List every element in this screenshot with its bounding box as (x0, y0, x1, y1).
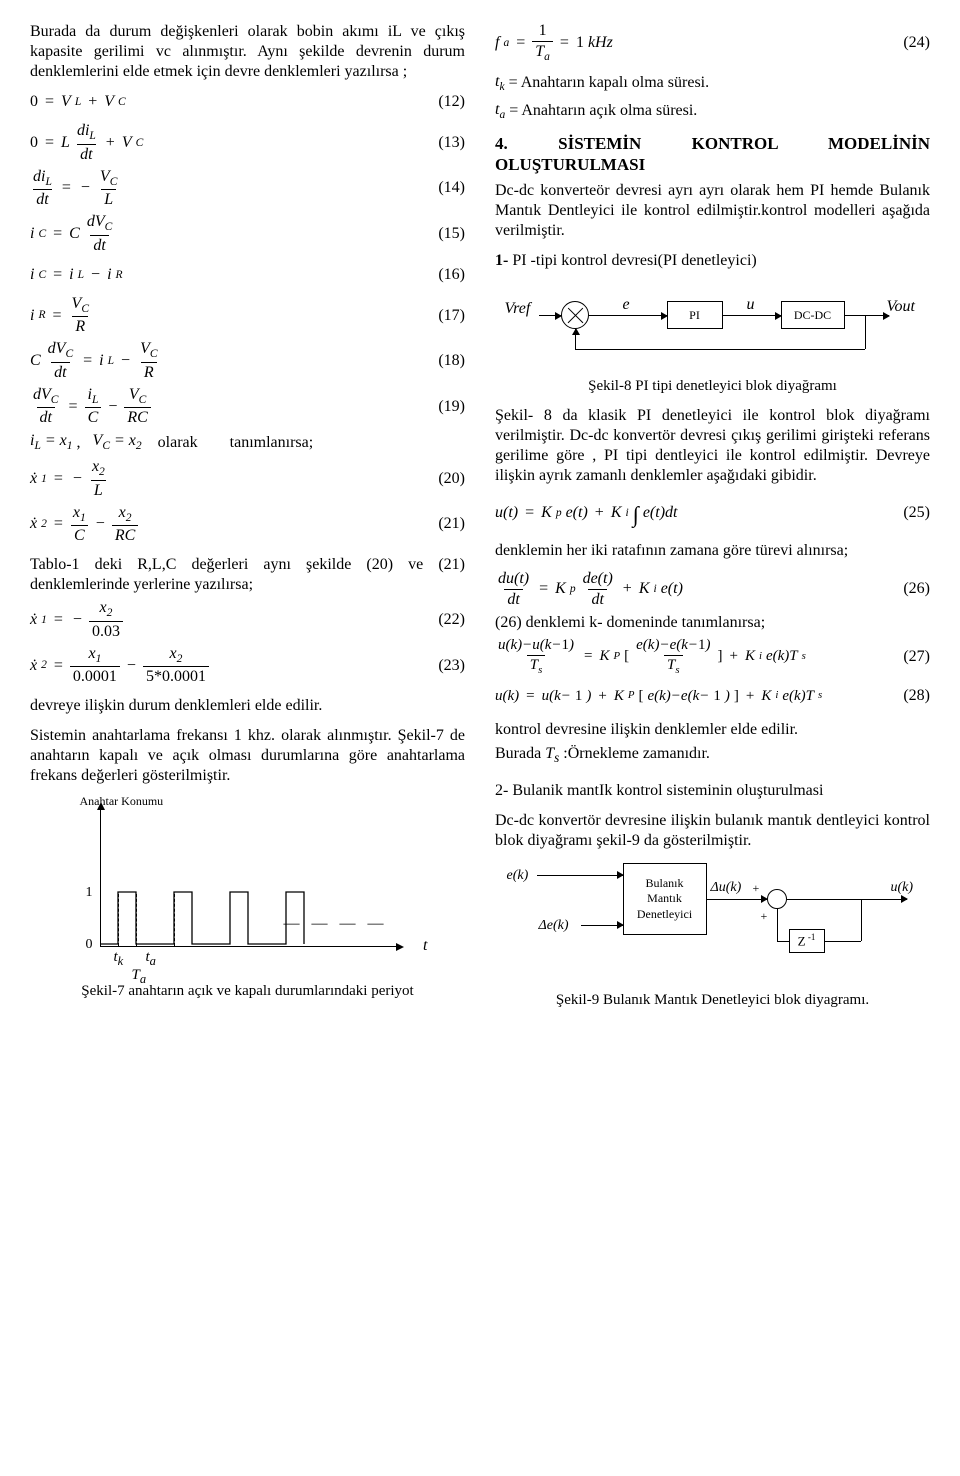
tk-desc: tk = Anahtarın kapalı olma süresi. (495, 72, 930, 95)
eq-23: ẋ2= x10.0001 − x25*0.0001 (23) (30, 644, 465, 688)
fuzzy-header: 2- Bulanik mantIk kontrol sisteminin olu… (495, 781, 930, 801)
eqnum-19: (19) (438, 397, 465, 417)
define-vars: iL = x1, VC = x2 olarak tanımlanırsa; (30, 431, 465, 454)
eqnum-24: (24) (903, 33, 930, 53)
dcdc-block: DC-DC (781, 301, 845, 329)
eq-21: ẋ2= x1C − x2RC (21) (30, 503, 465, 547)
eq-18: CdVCdt =iL− VCR (18) (30, 339, 465, 383)
eqnum-13: (13) (438, 133, 465, 153)
vout-label: Vout (887, 297, 915, 317)
ek-label: e(k) (507, 867, 529, 885)
eq-15: iC=C dVCdt (15) (30, 212, 465, 256)
eq-16: iC=iL−iR (16) (30, 258, 465, 292)
tick-1: 1 (86, 884, 93, 902)
eqnum-23: (23) (438, 656, 465, 676)
eqnum-21: (21) (438, 514, 465, 534)
left-column: Burada da durum değişkenleri olarak bobi… (30, 20, 465, 1456)
para-5: kontrol devresine ilişkin denklemler eld… (495, 720, 930, 740)
vref-arrow (539, 315, 561, 316)
vout-arrow (845, 315, 889, 316)
eq-12: 0=VL+VC (12) (30, 85, 465, 119)
ek-arrow (537, 875, 623, 876)
eqnum-28: (28) (903, 686, 930, 706)
pi-block: PI (667, 301, 723, 329)
tablo-paragraph: Tablo-1 deki R,L,C değerleri aynı şekild… (30, 555, 465, 595)
timing-dashes: — — — — (284, 914, 388, 934)
eqnum-12: (12) (438, 92, 465, 112)
dash-tk-left (118, 894, 119, 946)
Ta-label: Ta (132, 966, 147, 988)
section-heading: 4. SİSTEMİN KONTROL MODELİNİN OLUŞTURULM… (495, 133, 930, 176)
fig8-caption: Şekil-8 PI tipi denetleyici blok diyağra… (495, 377, 930, 396)
eq-13: 0=L diLdt +VC (13) (30, 121, 465, 165)
sum-circle (561, 301, 589, 329)
para-6: Burada Ts :Örnekleme zamanıdır. (495, 744, 930, 767)
dek-label: Δe(k) (539, 917, 569, 935)
eqnum-16: (16) (438, 265, 465, 285)
fuzzy-diagram: e(k) Δe(k) BulanıkMantıkDenetleyici Δu(k… (503, 861, 923, 981)
fig9-caption: Şekil-9 Bulanık Mantık Denetleyici blok … (495, 991, 930, 1010)
para-2: Şekil- 8 da klasik PI denetleyici ile ko… (495, 406, 930, 486)
fuzzy-block: BulanıkMantıkDenetleyici (623, 863, 707, 935)
plus2: + (761, 909, 768, 924)
eq-26: du(t)dt =Kp de(t)dt +Kie(t) (26) (495, 569, 930, 610)
feedback-arrow (575, 329, 576, 349)
dash-ta (174, 894, 175, 946)
eq-22: ẋ1=− x20.03 (22) (30, 598, 465, 642)
pi-text: PI (689, 308, 700, 323)
t-label: t (423, 936, 427, 956)
sum-node (767, 889, 787, 909)
u-arrow (723, 315, 781, 316)
fig7-caption: Şekil-7 anahtarın açık ve kapalı durumla… (30, 982, 465, 1001)
eq-27: u(k)−u(k−1)Ts =KP[ e(k)−e(k−1)Ts ]+Kie(k… (495, 636, 930, 677)
intro-paragraph: Burada da durum değişkenleri olarak bobi… (30, 22, 465, 82)
ta-label: ta (146, 948, 156, 970)
duk-arrow (707, 899, 767, 900)
para6-a: Burada (495, 745, 545, 762)
para6-b: :Örnekleme zamanıdır. (563, 745, 710, 762)
right-column: fa= 1Ta =1kHz (24) tk = Anahtarın kapalı… (495, 20, 930, 1456)
eq-24: fa= 1Ta =1kHz (24) (495, 21, 930, 65)
eqnum-15: (15) (438, 224, 465, 244)
ta-desc: ta = Anahtarın açık olma süresi. (495, 100, 930, 123)
para-4: (26) denklemi k- domeninde tanımlanırsa; (495, 613, 930, 633)
eqnum-18: (18) (438, 351, 465, 371)
eqnum-27: (27) (903, 647, 930, 667)
uk-label: u(k) (891, 879, 914, 897)
eq-28: u(k)=u(k−1)+KP[e(k)−e(k−1)]+Kie(k)Ts (28… (495, 679, 930, 713)
eq-17: iR= VCR (17) (30, 294, 465, 338)
para-3: denklemin her iki ratafının zamana göre … (495, 541, 930, 561)
plus1: + (753, 881, 760, 896)
eq-20: ẋ1=− x2L (20) (30, 457, 465, 501)
e-arrow (589, 315, 667, 316)
para-7: Dc-dc konvertör devresine ilişkin bulanı… (495, 811, 930, 851)
pi-subheader: 1- PI -tipi kontrol devresi(PI denetleyi… (495, 251, 930, 271)
eq-14: diLdt =− VCL (14) (30, 167, 465, 211)
eqnum-26: (26) (903, 579, 930, 599)
timing-ylabel: Anahtar Konumu (80, 794, 164, 809)
duk-label: Δu(k) (711, 879, 742, 897)
devreye-paragraph: devreye ilişkin durum denklemleri elde e… (30, 696, 465, 716)
pi-diagram: Vref e PI u DC-DC Vout (503, 279, 923, 369)
eqnum-22: (22) (438, 610, 465, 630)
eqnum-14: (14) (438, 178, 465, 198)
eqnum-25: (25) (903, 503, 930, 523)
eqnum-17: (17) (438, 306, 465, 326)
dcdc-text: DC-DC (794, 308, 831, 323)
tk-label: tk (114, 948, 124, 970)
dek-arrow (581, 925, 623, 926)
tick-0: 0 (86, 936, 93, 954)
sistem-paragraph: Sistemin anahtarlama frekansı 1 khz. ola… (30, 726, 465, 786)
para-1: Dc-dc konverteör devresi ayrı ayrı olara… (495, 181, 930, 241)
z-delay-block: Z -1 (789, 929, 825, 953)
eq-25: u(t)=Kpe(t)+Ki ∫e(t)dt (25) (495, 496, 930, 530)
timing-diagram: Anahtar Konumu 1 0 — — — — tk ta Ta t (58, 796, 438, 976)
eq-19: dVCdt = iLC − VCRC (19) (30, 385, 465, 429)
eqnum-20: (20) (438, 469, 465, 489)
vref-label: Vref (505, 299, 531, 319)
uk-arrow (787, 899, 907, 900)
u-label: u (747, 295, 755, 315)
dash-tk-right (136, 894, 137, 946)
e-label: e (623, 295, 630, 315)
